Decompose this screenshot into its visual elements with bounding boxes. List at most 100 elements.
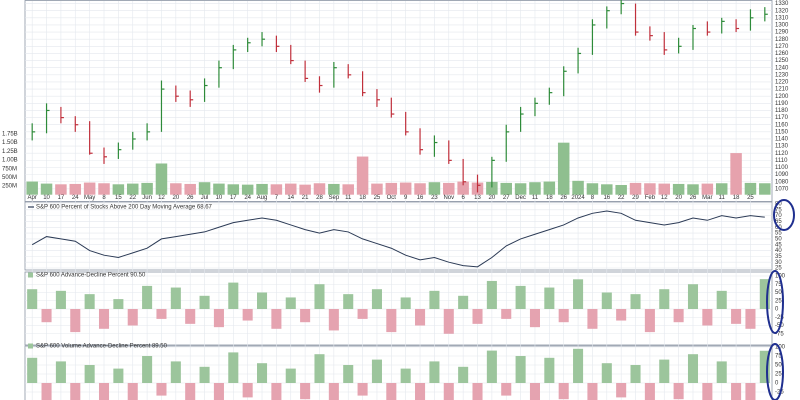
bar	[84, 294, 95, 309]
bar	[472, 383, 483, 400]
volume-bar	[672, 183, 685, 195]
bar	[616, 383, 627, 398]
volume-bar	[328, 183, 340, 195]
bar	[98, 383, 110, 400]
volume-bar	[385, 182, 398, 195]
bar	[630, 365, 641, 383]
bar	[113, 299, 124, 309]
volume-bar	[629, 182, 642, 195]
volume-bar	[572, 180, 584, 195]
x-tick-label: 13	[474, 195, 481, 201]
y-tick-label: 30	[775, 260, 782, 266]
x-tick-label: 8	[102, 195, 106, 201]
y-tick-label: 1160	[775, 122, 789, 128]
volume-bar	[241, 184, 254, 195]
x-tick-label: 27	[503, 195, 510, 201]
x-tick-label: 2024	[571, 195, 585, 201]
volume-bar	[744, 182, 757, 195]
bar	[156, 309, 167, 319]
bar	[70, 309, 81, 333]
bar	[659, 289, 670, 309]
y-tick-label: 25	[775, 298, 782, 304]
volume-tick-label: 750M	[2, 166, 17, 172]
bar	[745, 309, 756, 329]
volume-bar	[270, 184, 283, 195]
y-tick-label: 40	[775, 248, 782, 254]
volume-tick-label: 1.50B	[2, 140, 18, 146]
volume-tick-label: 1.00B	[2, 158, 18, 164]
y-tick-label: 1170	[775, 115, 789, 121]
volume-tick-label: 250M	[2, 184, 17, 190]
y-tick-label: 25	[775, 266, 782, 272]
y-tick-label: 1140	[775, 137, 789, 143]
y-tick-label: 50	[775, 290, 782, 296]
bar	[41, 383, 52, 400]
x-tick-label: 26	[690, 195, 697, 201]
x-tick-label: 24	[72, 195, 79, 201]
bar	[228, 352, 239, 383]
bar	[343, 294, 354, 309]
bar	[285, 297, 296, 309]
bar	[170, 361, 181, 383]
y-tick-label: 1290	[775, 30, 789, 36]
bar	[127, 309, 138, 326]
y-tick-label: 1080	[775, 179, 789, 185]
y-tick-label: 75	[775, 207, 782, 213]
bar	[257, 292, 268, 309]
bar	[616, 309, 627, 321]
volume-bar	[256, 183, 268, 195]
y-tick-label: 1110	[775, 158, 788, 164]
x-tick-label: 11	[719, 195, 726, 201]
bar	[687, 284, 699, 309]
bar	[501, 383, 512, 396]
y-tick-label: 1250	[775, 58, 789, 64]
x-tick-label: 12	[661, 195, 668, 201]
panel-title: S&P 600 Volume Advance-Decline Percent 8…	[36, 344, 168, 350]
bar	[529, 383, 540, 400]
bar	[429, 361, 440, 383]
bar	[587, 383, 598, 400]
x-tick-label: May	[84, 195, 95, 201]
bar	[371, 359, 382, 383]
bar	[314, 284, 325, 309]
bar	[41, 309, 52, 323]
y-tick-label: 1320	[775, 8, 789, 14]
bar	[328, 309, 339, 331]
bar	[242, 309, 253, 321]
bar	[257, 363, 268, 383]
volume-bar	[644, 183, 656, 195]
bar	[702, 383, 713, 400]
y-tick-label: 50	[775, 236, 782, 242]
legend-swatch	[28, 343, 33, 349]
y-tick-label: 1280	[775, 37, 789, 43]
bar	[544, 287, 555, 309]
y-tick-label: 75	[775, 282, 782, 288]
x-tick-label: 10	[43, 195, 50, 201]
x-tick-label: 25	[747, 195, 754, 201]
y-tick-label: 1300	[775, 23, 789, 29]
bar	[70, 383, 81, 400]
y-tick-label: 1240	[775, 65, 789, 71]
x-tick-label: 20	[489, 195, 496, 201]
volume-bar	[414, 183, 426, 195]
y-tick-label: -75	[775, 331, 784, 337]
x-tick-label: 16	[603, 195, 610, 201]
x-tick-label: 12	[158, 195, 165, 201]
y-tick-label: 1120	[775, 151, 789, 157]
bar	[84, 365, 95, 383]
volume-bar	[557, 142, 570, 195]
y-tick-label: 65	[775, 219, 782, 225]
breadth-line	[31, 210, 765, 268]
y-tick-label: 0	[775, 381, 779, 387]
x-tick-label: Aug	[257, 195, 268, 201]
x-tick-label: 11	[345, 195, 352, 201]
y-tick-label: 80	[775, 202, 782, 208]
volume-bar	[586, 183, 599, 195]
y-tick-label: 1210	[775, 87, 789, 93]
volume-bar	[715, 183, 728, 195]
bar	[27, 289, 38, 309]
bar	[228, 282, 239, 309]
bar	[199, 366, 210, 383]
bar	[55, 361, 66, 383]
bar	[702, 309, 713, 326]
